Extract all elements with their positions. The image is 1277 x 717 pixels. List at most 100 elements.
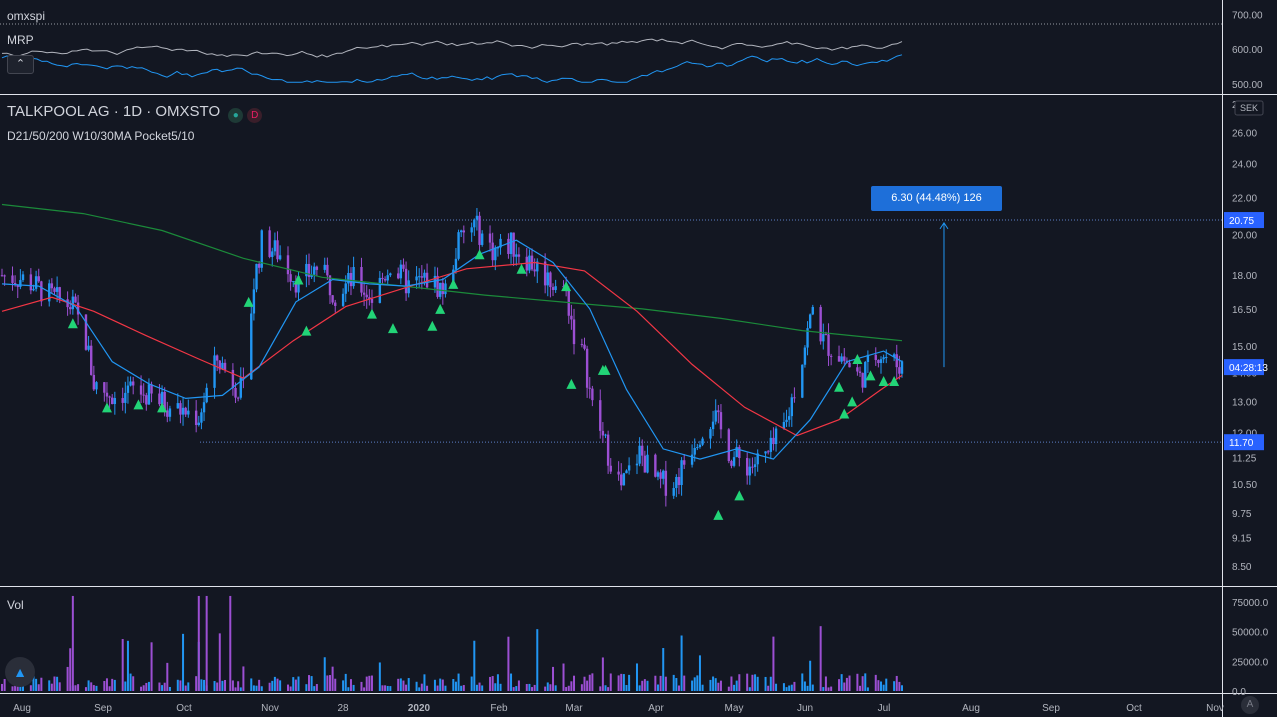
candle-body xyxy=(877,359,880,364)
ma200-line xyxy=(1,203,903,342)
volume-bar xyxy=(436,685,439,691)
ma21-line xyxy=(1,239,903,460)
volume-bar xyxy=(168,686,171,691)
candle-body xyxy=(604,434,607,436)
volume-bar xyxy=(494,683,497,691)
volume-bar xyxy=(638,685,641,691)
volume-bar xyxy=(69,648,72,691)
candle-body xyxy=(892,354,896,357)
candle-body xyxy=(454,258,458,270)
candle-body xyxy=(900,361,904,374)
volume-bar xyxy=(880,681,883,691)
candle-body xyxy=(124,392,127,403)
mrp-series-label[interactable]: MRP xyxy=(7,33,34,47)
candle-body xyxy=(543,261,547,286)
volume-bar xyxy=(733,684,736,691)
volume-bar xyxy=(444,685,447,691)
volume-bar xyxy=(145,682,148,691)
volume-bar xyxy=(213,681,216,691)
candle-body xyxy=(425,272,429,288)
market-status-icon[interactable]: ● xyxy=(228,108,244,123)
volume-bar xyxy=(730,676,733,691)
volume-bar xyxy=(87,680,90,691)
buy-signal-marker xyxy=(516,263,527,274)
volume-bar xyxy=(216,682,219,691)
candle-body xyxy=(176,403,180,409)
volume-bar xyxy=(231,680,234,691)
buy-signal-marker xyxy=(366,308,377,319)
volume-bar xyxy=(407,678,410,691)
candle-body xyxy=(310,274,313,278)
candle-body xyxy=(546,272,549,286)
candle-body xyxy=(0,275,4,277)
omxspi-series-label[interactable]: omxspi xyxy=(7,9,46,23)
volume-bar xyxy=(473,640,476,691)
volume-bar xyxy=(790,684,793,691)
candle-body xyxy=(271,251,274,257)
measure-arrow-head xyxy=(939,221,949,230)
candle-body xyxy=(898,367,901,374)
buy-signal-marker xyxy=(435,303,446,314)
candle-body xyxy=(420,276,424,278)
buy-signal-marker xyxy=(865,370,876,381)
price-axis-tick: 8.50 xyxy=(1232,562,1252,573)
volume-bar xyxy=(662,648,665,691)
volume-label[interactable]: Vol xyxy=(7,598,24,612)
candle-body xyxy=(570,315,573,320)
price-axis-tick: 16.50 xyxy=(1232,305,1257,316)
candle-body xyxy=(512,232,515,257)
candle-body xyxy=(268,230,271,257)
candle-body xyxy=(286,255,290,275)
candle-body xyxy=(257,263,261,268)
candle-body xyxy=(774,428,778,445)
volume-bar xyxy=(683,675,686,691)
volume-bar xyxy=(386,685,389,691)
volume-bar xyxy=(441,679,444,691)
candle-body xyxy=(166,410,169,417)
volume-bar xyxy=(546,682,549,691)
volume-bar xyxy=(95,685,98,691)
currency-badge: SEK xyxy=(1240,103,1258,113)
volume-bar xyxy=(470,676,473,691)
data-status-badge[interactable]: D xyxy=(247,108,263,123)
volume-bar xyxy=(297,676,300,691)
candle-body xyxy=(549,272,552,288)
candle-body xyxy=(260,230,263,268)
candle-body xyxy=(751,466,754,468)
volume-bar xyxy=(307,675,310,691)
volume-bar xyxy=(77,684,80,691)
buy-signal-marker xyxy=(157,402,168,413)
candle-body xyxy=(459,230,463,233)
volume-bar xyxy=(898,681,901,691)
auto-scale-button[interactable]: A xyxy=(1241,696,1259,714)
volume-bar xyxy=(656,684,659,691)
candle-body xyxy=(402,264,405,269)
candle-body xyxy=(803,347,807,365)
volume-pane-plot xyxy=(1,595,903,691)
volume-bar xyxy=(499,683,502,691)
indicator-legend[interactable]: D21/50/200 W10/30MA Pocket5/10 xyxy=(7,129,195,143)
candle-body xyxy=(874,354,877,360)
candle-body xyxy=(693,447,696,455)
volume-bar xyxy=(108,686,111,691)
candle-body xyxy=(656,472,660,477)
volume-bar xyxy=(276,678,279,691)
candle-body xyxy=(766,451,770,453)
symbol-title[interactable]: TALKPOOL AG · 1D · OMXSTO ● D xyxy=(7,103,263,123)
tradingview-logo-icon[interactable]: ▲ xyxy=(5,657,35,687)
volume-bar xyxy=(313,686,316,691)
candle-body xyxy=(496,247,500,249)
candle-body xyxy=(55,287,59,292)
volume-bar xyxy=(586,680,589,691)
volume-bar xyxy=(664,676,667,691)
price-axis-tick: 22.00 xyxy=(1232,193,1257,204)
volume-bar xyxy=(573,675,576,691)
candle-body xyxy=(811,307,814,315)
volume-bar xyxy=(552,666,555,691)
volume-bar xyxy=(554,685,557,691)
volume-bar xyxy=(203,679,206,691)
collapse-pane-button[interactable]: ⌃ xyxy=(7,55,34,74)
volume-spike-bar xyxy=(229,595,232,691)
volume-bar xyxy=(53,676,56,691)
